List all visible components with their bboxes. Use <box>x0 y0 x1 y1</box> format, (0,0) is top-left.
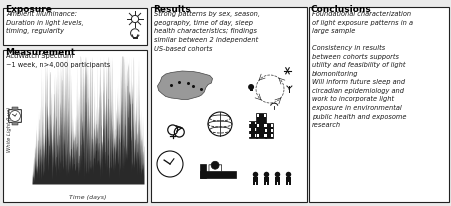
Bar <box>264 130 266 132</box>
Circle shape <box>248 85 253 91</box>
Text: Results: Results <box>152 5 190 14</box>
FancyBboxPatch shape <box>3 51 147 202</box>
Bar <box>274 177 279 182</box>
Bar <box>266 182 268 185</box>
Bar <box>263 177 268 182</box>
Bar <box>255 182 258 185</box>
Bar <box>257 135 258 137</box>
FancyBboxPatch shape <box>208 165 221 172</box>
Bar <box>263 115 265 117</box>
Bar <box>253 177 258 182</box>
Bar <box>249 122 251 125</box>
FancyBboxPatch shape <box>151 8 306 202</box>
Bar <box>255 122 257 125</box>
Bar <box>270 130 272 132</box>
Bar <box>264 135 266 137</box>
Bar <box>257 125 258 127</box>
Bar <box>270 135 272 137</box>
Bar <box>263 135 265 137</box>
Circle shape <box>274 172 280 177</box>
Bar <box>255 128 257 131</box>
FancyBboxPatch shape <box>9 110 21 123</box>
Text: Time (days): Time (days) <box>69 194 106 199</box>
Circle shape <box>285 172 290 177</box>
Bar <box>255 135 257 137</box>
Text: White Light (Lux): White Light (Lux) <box>8 106 13 151</box>
Circle shape <box>263 172 269 177</box>
Polygon shape <box>157 72 212 100</box>
Bar <box>199 164 206 178</box>
FancyBboxPatch shape <box>308 8 448 202</box>
Bar <box>249 128 251 131</box>
Bar <box>285 177 290 182</box>
Bar <box>263 125 265 127</box>
Bar <box>264 123 272 138</box>
Text: Conclusions: Conclusions <box>310 5 371 14</box>
Bar <box>256 114 266 138</box>
Bar <box>199 172 235 178</box>
Bar <box>12 123 18 125</box>
Bar <box>249 121 257 138</box>
Text: Ambient illuminance:
Duration in light levels,
timing, regularity: Ambient illuminance: Duration in light l… <box>6 11 83 34</box>
Text: Exposure: Exposure <box>5 5 52 14</box>
Bar <box>249 88 252 91</box>
Text: ActiWatch Spectrum
~1 week, n>4,000 participants: ActiWatch Spectrum ~1 week, n>4,000 part… <box>6 53 110 67</box>
Circle shape <box>9 111 20 122</box>
Text: Measurement: Measurement <box>5 48 75 57</box>
Text: Consistency in results
between cohorts supports
utility and feasibility of light: Consistency in results between cohorts s… <box>311 45 405 77</box>
Text: Foundational characterization
of light exposure patterns in a
large sample: Foundational characterization of light e… <box>311 11 412 34</box>
Bar <box>274 182 276 185</box>
Bar <box>288 182 290 185</box>
Circle shape <box>156 151 183 177</box>
Bar <box>277 182 279 185</box>
Bar <box>270 125 272 127</box>
FancyBboxPatch shape <box>3 9 147 46</box>
Bar <box>12 108 18 110</box>
Bar <box>263 182 266 185</box>
Bar <box>249 135 251 137</box>
Bar <box>257 115 258 117</box>
Text: Strong patterns by sex, season,
geography, time of day, sleep
health characteris: Strong patterns by sex, season, geograph… <box>154 11 259 51</box>
Bar <box>264 125 266 127</box>
Circle shape <box>252 172 258 177</box>
Bar <box>253 182 254 185</box>
Circle shape <box>211 162 219 169</box>
Text: Will inform future sleep and
circadian epidemiology and
work to incorporate ligh: Will inform future sleep and circadian e… <box>311 79 405 128</box>
Bar <box>285 182 287 185</box>
